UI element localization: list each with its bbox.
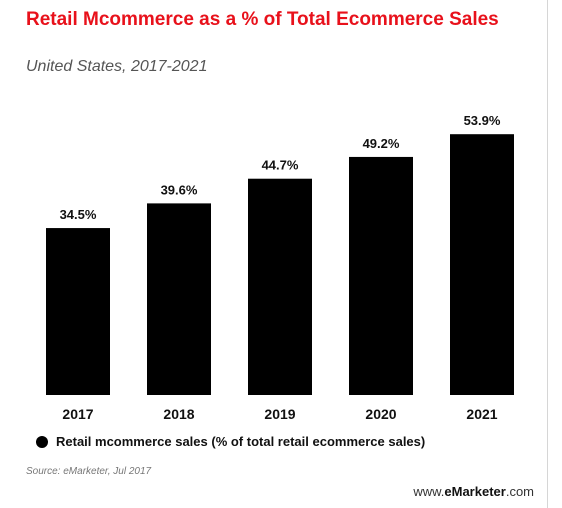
x-axis-ticks: 2017 2018 2019 2020 2021 (62, 406, 497, 422)
bar-2019 (248, 178, 312, 395)
bar-chart: 34.5%39.6%44.7%49.2%53.9% 2017 2018 2019 20… (46, 113, 514, 422)
chart-title: Retail Mcommerce as a % of Total Ecommer… (26, 9, 499, 30)
legend-label: Retail mcommerce sales (% of total retai… (56, 434, 426, 449)
x-tick-2021: 2021 (466, 406, 497, 422)
brand-name: eMarketer (444, 484, 506, 499)
value-labels-group: 34.5% 39.6% 44.7% 49.2% 53.9% (60, 113, 501, 222)
chart-legend: Retail mcommerce sales (% of total retai… (36, 434, 425, 449)
brand-footer: www.eMarketer.com (413, 484, 534, 499)
x-tick-2018: 2018 (163, 406, 194, 422)
value-label-2019: 44.7% (262, 158, 299, 173)
bar-2020 (349, 156, 413, 395)
bars-group (46, 134, 514, 395)
source-note: Source: eMarketer, Jul 2017 (26, 466, 152, 477)
value-label-2017: 34.5% (60, 207, 97, 222)
bar-2018 (147, 203, 211, 395)
chart-subtitle: United States, 2017-2021 (26, 58, 208, 75)
x-tick-2020: 2020 (365, 406, 396, 422)
x-tick-2017: 2017 (62, 406, 93, 422)
bar-2021 (450, 134, 514, 395)
brand-suffix: .com (505, 484, 534, 499)
value-label-2018: 39.6% (161, 182, 198, 197)
value-label-2020: 49.2% (363, 136, 400, 151)
brand-prefix: www. (413, 484, 445, 499)
chart-frame (547, 0, 548, 508)
value-label-2021: 53.9% (464, 113, 501, 128)
bar-2017 (46, 228, 110, 395)
x-tick-2019: 2019 (264, 406, 295, 422)
legend-marker-icon (36, 435, 48, 448)
